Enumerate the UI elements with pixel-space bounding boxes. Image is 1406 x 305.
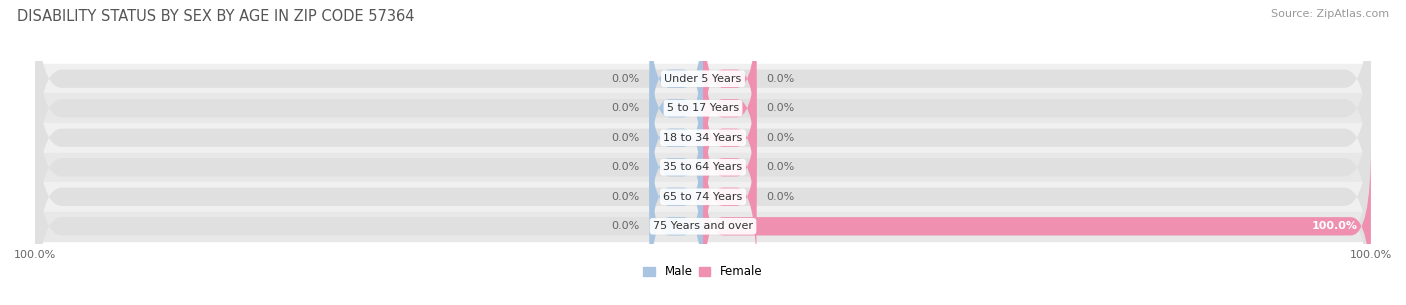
FancyBboxPatch shape [703, 29, 756, 188]
FancyBboxPatch shape [703, 117, 756, 276]
FancyBboxPatch shape [650, 58, 703, 217]
FancyBboxPatch shape [650, 29, 703, 188]
Bar [35, 182, 1371, 212]
Text: DISABILITY STATUS BY SEX BY AGE IN ZIP CODE 57364: DISABILITY STATUS BY SEX BY AGE IN ZIP C… [17, 9, 415, 24]
FancyBboxPatch shape [35, 0, 1371, 217]
Legend: Male, Female: Male, Female [644, 265, 762, 278]
Text: Under 5 Years: Under 5 Years [665, 74, 741, 84]
FancyBboxPatch shape [703, 0, 756, 158]
Bar [35, 152, 1371, 182]
Text: 0.0%: 0.0% [766, 74, 794, 84]
Text: 0.0%: 0.0% [612, 192, 640, 202]
FancyBboxPatch shape [703, 58, 756, 217]
FancyBboxPatch shape [35, 117, 1371, 305]
FancyBboxPatch shape [703, 88, 756, 247]
FancyBboxPatch shape [35, 29, 1371, 247]
Text: 100.0%: 100.0% [1312, 221, 1358, 231]
Text: 0.0%: 0.0% [612, 221, 640, 231]
FancyBboxPatch shape [650, 88, 703, 247]
FancyBboxPatch shape [35, 88, 1371, 305]
Text: 0.0%: 0.0% [766, 103, 794, 113]
Text: 75 Years and over: 75 Years and over [652, 221, 754, 231]
FancyBboxPatch shape [703, 147, 1371, 305]
FancyBboxPatch shape [650, 0, 703, 158]
Text: Source: ZipAtlas.com: Source: ZipAtlas.com [1271, 9, 1389, 19]
Text: 65 to 74 Years: 65 to 74 Years [664, 192, 742, 202]
Text: 0.0%: 0.0% [766, 192, 794, 202]
Text: 5 to 17 Years: 5 to 17 Years [666, 103, 740, 113]
FancyBboxPatch shape [650, 117, 703, 276]
FancyBboxPatch shape [35, 58, 1371, 276]
Bar [35, 93, 1371, 123]
Text: 0.0%: 0.0% [612, 162, 640, 172]
Text: 0.0%: 0.0% [612, 74, 640, 84]
Bar [35, 64, 1371, 93]
Text: 0.0%: 0.0% [612, 103, 640, 113]
Text: 0.0%: 0.0% [612, 133, 640, 143]
Bar [35, 123, 1371, 152]
FancyBboxPatch shape [35, 0, 1371, 188]
Text: 18 to 34 Years: 18 to 34 Years [664, 133, 742, 143]
Text: 0.0%: 0.0% [766, 133, 794, 143]
Text: 0.0%: 0.0% [766, 162, 794, 172]
Bar [35, 212, 1371, 241]
FancyBboxPatch shape [650, 147, 703, 305]
Text: 35 to 64 Years: 35 to 64 Years [664, 162, 742, 172]
